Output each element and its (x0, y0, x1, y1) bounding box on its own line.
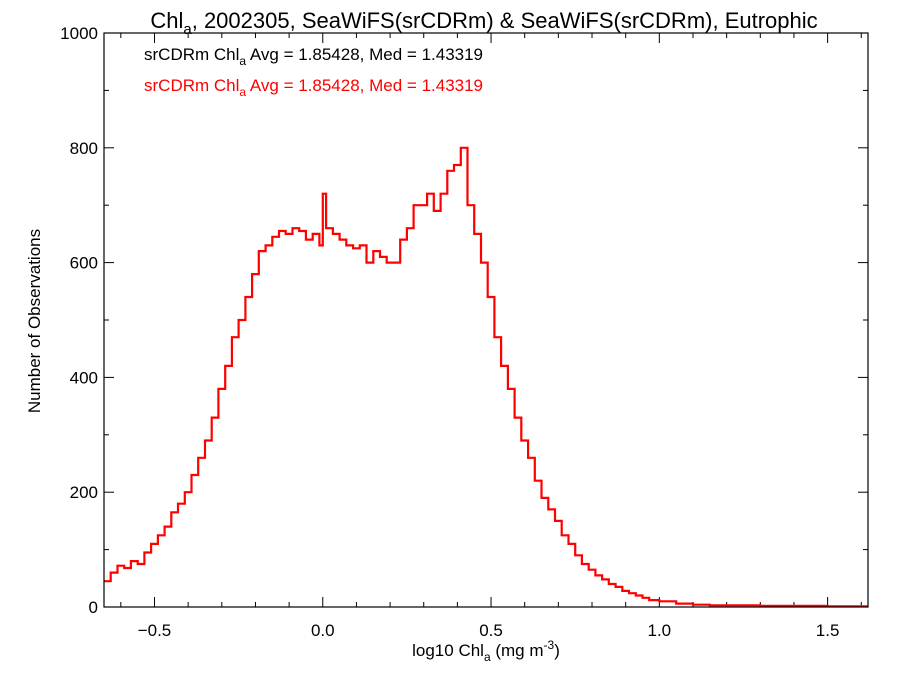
histogram-series-line (104, 146, 868, 608)
plot-frame (103, 32, 869, 608)
x-tick-label: 1.0 (648, 621, 672, 640)
y-tick-label: 1000 (60, 24, 98, 43)
x-tick-label: 0.0 (311, 621, 335, 640)
stats-annotation-red: srCDRm Chla Avg = 1.85428, Med = 1.43319 (144, 76, 483, 99)
stats-annotation-black: srCDRm Chla Avg = 1.85428, Med = 1.43319 (144, 45, 483, 68)
y-tick-label: 0 (89, 598, 98, 617)
x-tick-label: 1.5 (816, 621, 840, 640)
x-tick-label: 0.5 (479, 621, 503, 640)
x-tick-label: −0.5 (138, 621, 172, 640)
y-tick-label: 400 (70, 368, 98, 387)
x-axis-label: log10 Chla (mg m-3) (412, 638, 560, 664)
chart-title: Chla, 2002305, SeaWiFS(srCDRm) & SeaWiFS… (150, 8, 817, 38)
y-tick-label: 200 (70, 483, 98, 502)
y-tick-label: 600 (70, 254, 98, 273)
y-tick-label: 800 (70, 139, 98, 158)
y-axis-label: Number of Observations (25, 229, 44, 413)
